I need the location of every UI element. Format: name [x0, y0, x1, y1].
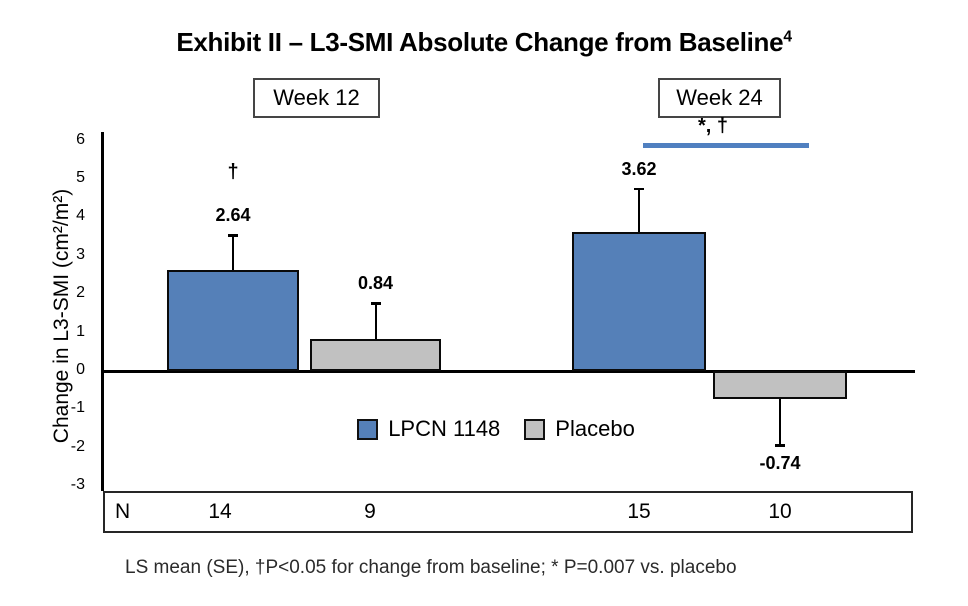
- error-bar-cap-lpcn-1148-week-24: [634, 187, 644, 191]
- significance-underline: [643, 143, 809, 148]
- error-bar-cap-lpcn-1148-week-12: [228, 234, 238, 237]
- y-tick-label-1: 1: [76, 322, 85, 340]
- legend-item-lpcn-1148: LPCN 1148: [357, 416, 500, 442]
- sample-size-header: N: [115, 500, 131, 523]
- y-tick-label--1: -1: [70, 399, 85, 417]
- y-tick-label-3: 3: [76, 245, 85, 263]
- group-label-week-12-text: Week 12: [273, 85, 360, 110]
- bar-lpcn-1148-week-24: [572, 231, 706, 371]
- sample-size-value-1: 14: [208, 500, 232, 523]
- sample-size-value-4: 10: [768, 500, 792, 523]
- error-bar-placebo-week-12: [374, 303, 377, 339]
- value-label-lpcn-1148-week-12: 2.64: [215, 205, 251, 226]
- group-label-week-24: Week 24: [658, 78, 781, 118]
- footnote: LS mean (SE), †P<0.05 for change from ba…: [125, 557, 737, 578]
- bar-lpcn-1148-week-12: [167, 269, 299, 371]
- significance-annotation-week-24: *, †: [697, 115, 729, 137]
- error-bar-lpcn-1148-week-12: [232, 235, 234, 270]
- figure-title: Exhibit II – L3-SMI Absolute Change from…: [0, 27, 968, 58]
- y-tick-label-6: 6: [76, 130, 85, 148]
- bar-placebo-week-12: [310, 338, 441, 371]
- y-tick-label--3: -3: [70, 476, 85, 494]
- value-label-lpcn-1148-week-24: 3.62: [621, 158, 657, 179]
- zero-baseline: [101, 369, 915, 373]
- y-tick-label--2: -2: [70, 437, 85, 455]
- sample-size-table: N 14 9 15 10: [103, 491, 913, 533]
- error-bar-lpcn-1148-week-24: [638, 188, 640, 232]
- y-axis-line: [101, 132, 104, 491]
- legend-label-placebo: Placebo: [555, 416, 635, 441]
- significance-marker-week-12: †: [227, 161, 239, 183]
- legend-label-lpcn-1148: LPCN 1148: [388, 416, 501, 441]
- bar-placebo-week-24: [713, 371, 847, 400]
- error-bar-placebo-week-24: [779, 399, 781, 446]
- legend-swatch-lpcn-1148: [357, 418, 379, 440]
- figure-title-text: Exhibit II – L3-SMI Absolute Change from…: [176, 27, 784, 57]
- sample-size-value-3: 15: [627, 500, 651, 523]
- error-bar-cap-placebo-week-12: [370, 302, 381, 305]
- legend-swatch-placebo: [524, 418, 546, 440]
- y-tick-label-4: 4: [76, 207, 85, 225]
- legend-item-placebo: Placebo: [524, 416, 635, 442]
- error-bar-cap-placebo-week-24: [775, 444, 785, 447]
- y-tick-label-0: 0: [76, 361, 85, 378]
- y-tick-label-2: 2: [76, 284, 85, 302]
- value-label-placebo-week-24: -0.74: [759, 453, 801, 474]
- y-tick-label-5: 5: [76, 169, 85, 186]
- sample-size-value-2: 9: [364, 500, 376, 523]
- group-label-week-12: Week 12: [253, 78, 380, 118]
- legend: LPCN 1148 Placebo: [336, 412, 656, 446]
- value-label-placebo-week-12: 0.84: [357, 273, 394, 294]
- group-label-week-24-text: Week 24: [676, 85, 763, 110]
- figure-title-superscript: 4: [783, 28, 792, 46]
